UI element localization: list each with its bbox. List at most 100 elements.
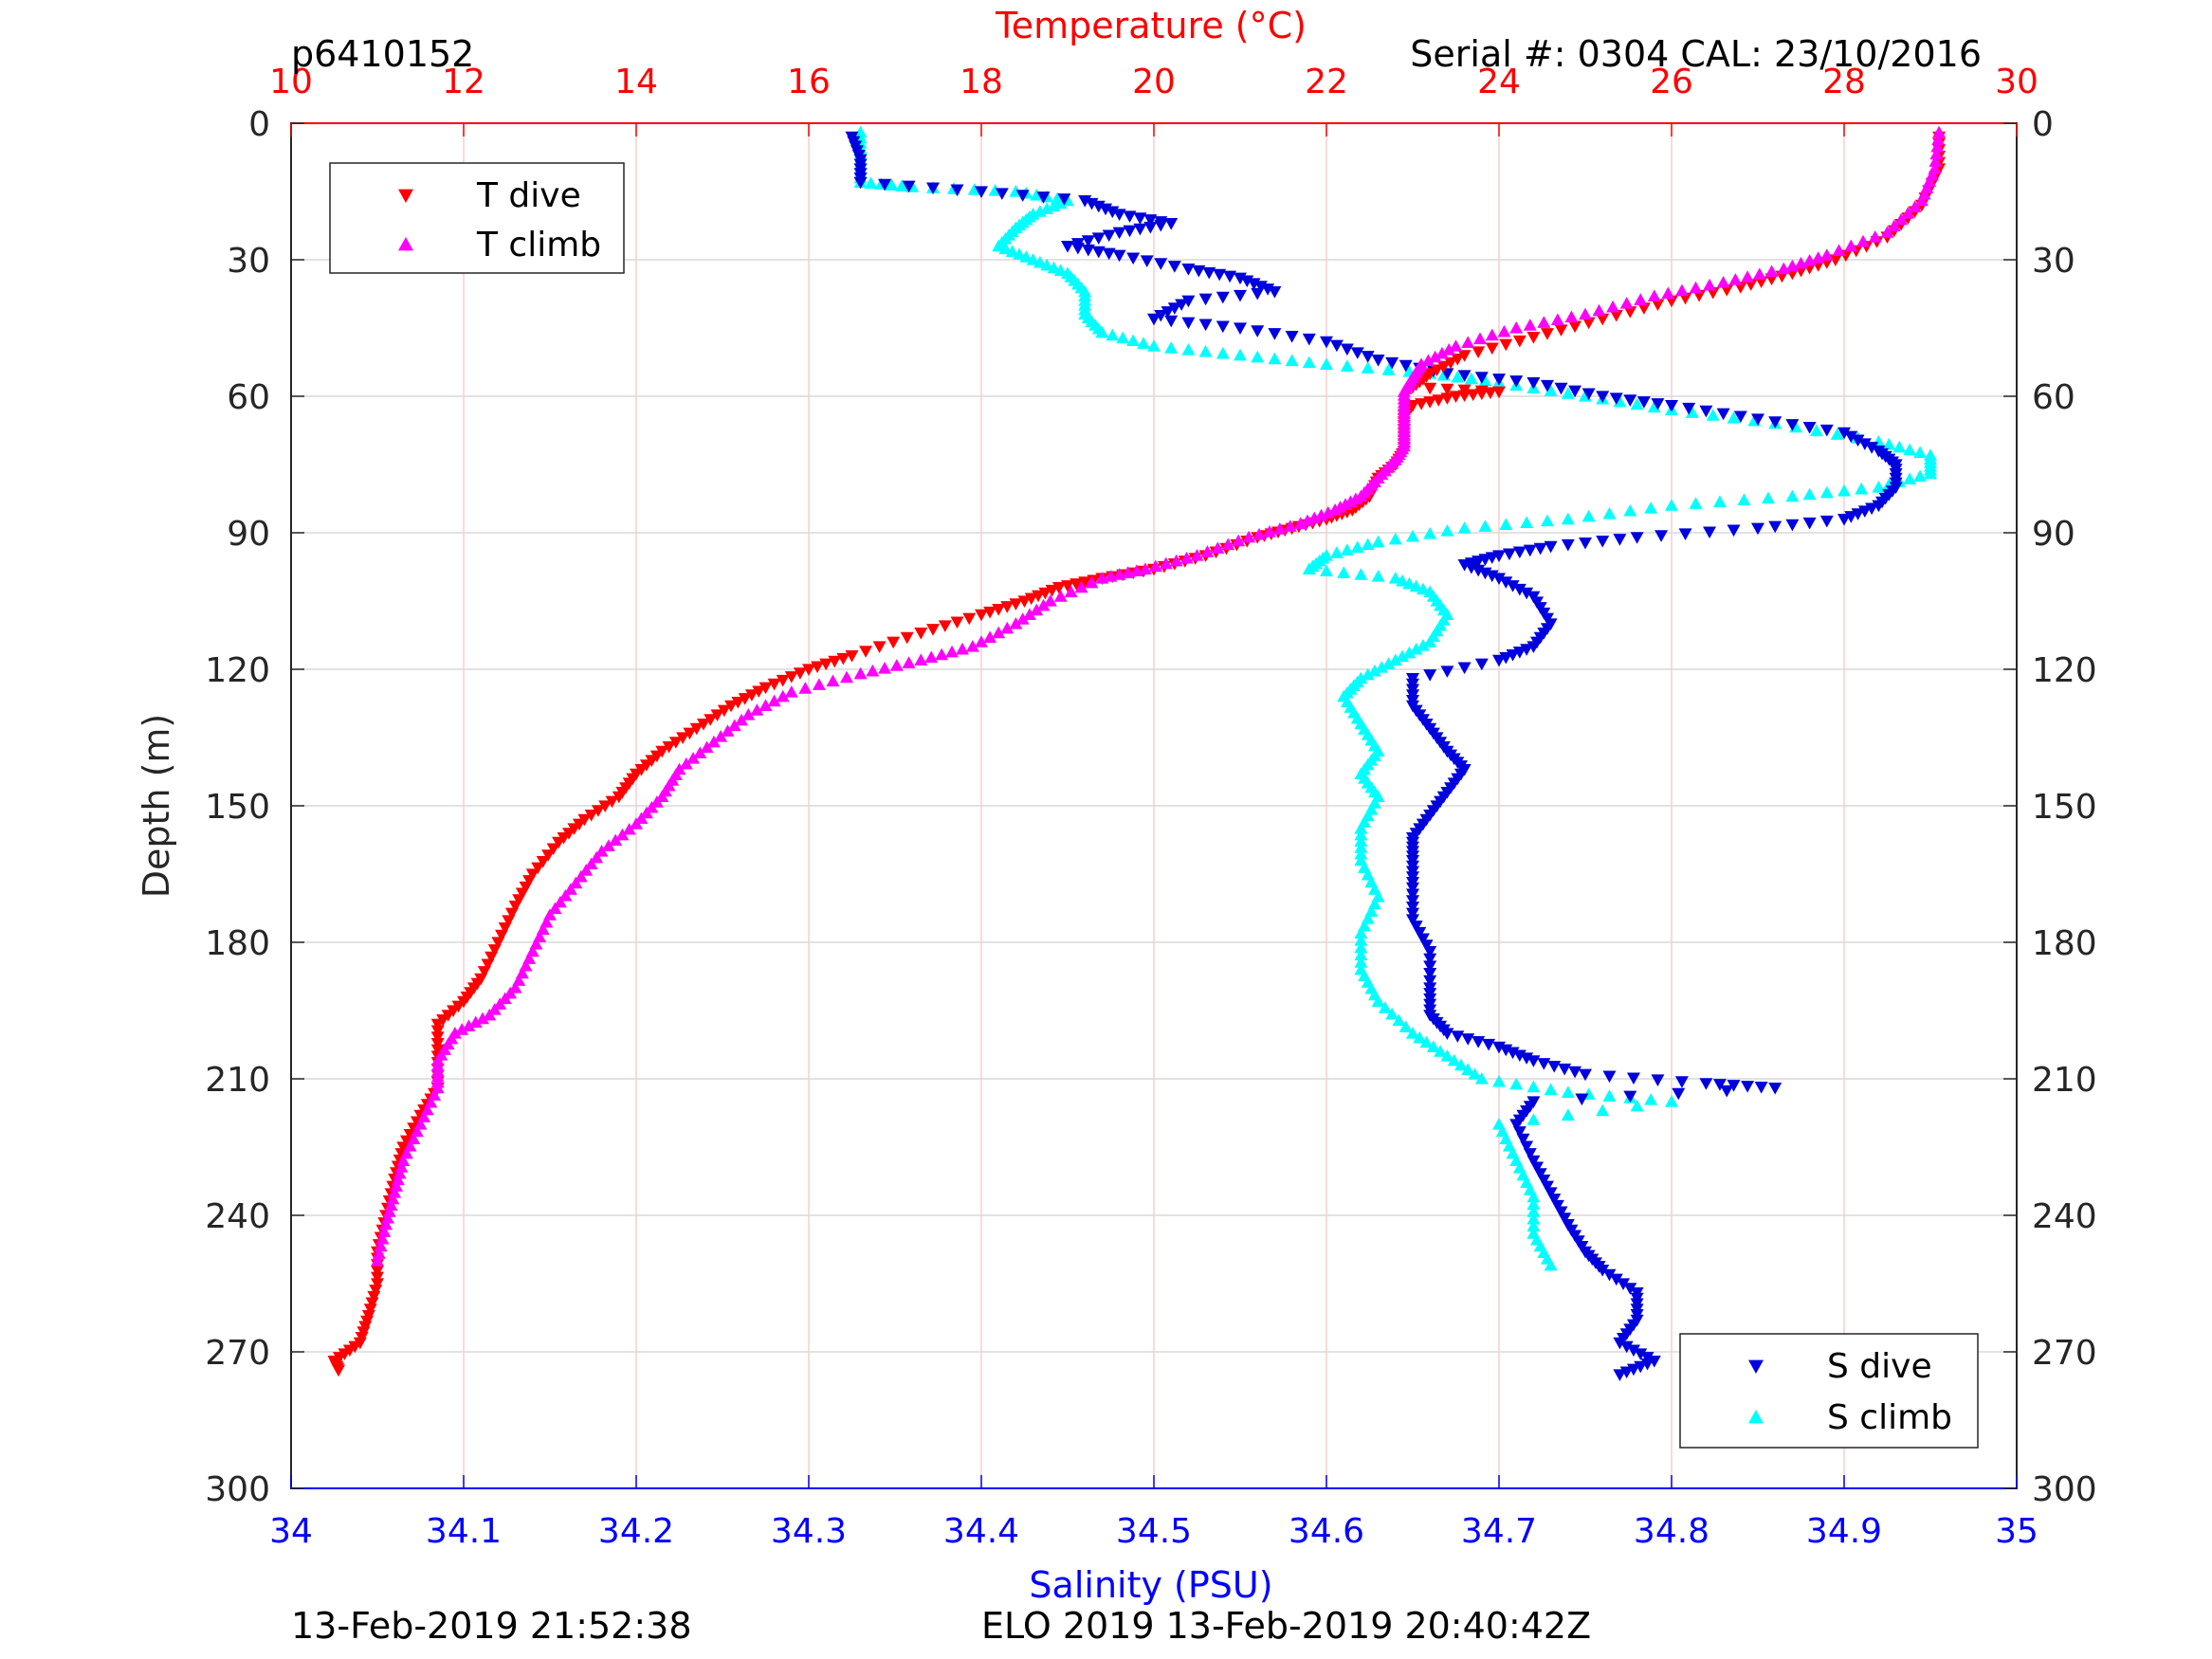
point-t-climb (784, 685, 798, 698)
point-t-climb (1262, 525, 1276, 538)
legend-t-dive-label: T dive (476, 176, 581, 215)
point-t-dive (1444, 356, 1458, 370)
point-s-climb (1416, 582, 1430, 595)
point-s-climb (1561, 512, 1575, 525)
point-s-dive (1081, 244, 1095, 257)
point-t-climb (1550, 313, 1564, 325)
point-s-dive (995, 188, 1009, 200)
point-s-climb (1602, 1089, 1617, 1102)
point-s-climb (1216, 346, 1230, 359)
point-s-climb (864, 176, 878, 189)
point-t-dive (522, 875, 537, 887)
point-s-climb (1234, 348, 1247, 361)
point-t-dive (605, 795, 619, 809)
point-t-dive (371, 1278, 384, 1290)
point-t-climb (1880, 226, 1894, 238)
point-t-climb (1868, 230, 1882, 243)
point-s-climb (1053, 264, 1068, 277)
salinity-tick-label: 34.5 (1116, 1512, 1192, 1551)
point-s-climb (1903, 472, 1917, 484)
point-s-dive (1451, 1030, 1465, 1043)
point-t-climb (1802, 253, 1817, 266)
point-s-dive (1406, 895, 1419, 907)
point-s-dive (1720, 1085, 1734, 1098)
point-s-climb (1137, 337, 1151, 349)
point-t-climb (372, 1247, 386, 1259)
point-s-dive (1636, 396, 1651, 409)
point-t-climb (1461, 336, 1475, 348)
point-t-dive (365, 1297, 379, 1310)
depth-tick-label-left: 270 (205, 1334, 270, 1373)
salinity-tick-label: 34 (269, 1512, 313, 1551)
legend-t-climb-marker (398, 237, 413, 251)
point-s-dive (1143, 221, 1158, 234)
point-t-climb (622, 822, 636, 835)
salinity-axis-label: Salinity (PSU) (1029, 1564, 1272, 1606)
point-s-climb (1499, 518, 1513, 530)
point-s-dive (1406, 888, 1419, 902)
point-s-dive (1123, 210, 1137, 223)
point-s-climb (1892, 440, 1907, 453)
point-t-climb (384, 1198, 398, 1212)
point-s-dive (1533, 1168, 1547, 1180)
point-t-climb (1321, 505, 1335, 519)
point-s-dive (1596, 1265, 1610, 1277)
point-s-climb (1340, 359, 1354, 372)
point-t-climb (382, 1205, 396, 1217)
point-t-dive (1451, 354, 1465, 366)
point-s-climb (1706, 409, 1720, 421)
point-t-dive (363, 1304, 377, 1316)
point-t-climb (1030, 603, 1044, 616)
point-s-dive (1602, 1070, 1617, 1084)
temperature-tick-label: 24 (1477, 63, 1521, 101)
point-t-climb (955, 642, 969, 655)
point-s-dive (1540, 1180, 1554, 1194)
point-t-dive (793, 667, 807, 680)
point-s-dive (1154, 258, 1168, 270)
point-s-dive (1147, 313, 1161, 326)
point-t-dive (1609, 309, 1623, 322)
footer-timestamp: 13-Feb-2019 21:52:38 (291, 1605, 692, 1647)
point-s-dive (1558, 1063, 1572, 1076)
point-t-dive (731, 696, 745, 709)
point-s-dive (1851, 434, 1865, 447)
point-s-dive (1251, 325, 1265, 337)
point-s-climb (1388, 653, 1402, 665)
point-t-climb (840, 670, 854, 684)
point-s-dive (1413, 926, 1427, 939)
point-s-dive (1602, 1268, 1617, 1282)
temperature-tick-label: 26 (1650, 63, 1693, 101)
point-s-dive (1785, 519, 1800, 532)
point-t-climb (1307, 511, 1322, 524)
point-t-climb (1121, 566, 1135, 578)
point-s-dive (1537, 1058, 1551, 1070)
point-s-climb (1320, 564, 1333, 576)
point-s-dive (1651, 398, 1665, 410)
point-t-climb (826, 674, 840, 687)
point-t-dive (1636, 302, 1651, 315)
point-s-dive (1703, 526, 1717, 539)
point-t-climb (798, 682, 813, 694)
point-t-climb (371, 1254, 384, 1267)
point-t-climb (735, 713, 749, 726)
point-s-climb (1434, 1045, 1448, 1057)
point-t-dive (738, 693, 752, 705)
point-s-dive (853, 176, 868, 190)
point-t-dive (767, 678, 781, 691)
point-t-dive (1440, 383, 1454, 396)
point-s-dive (1091, 232, 1106, 245)
point-t-climb (375, 1231, 390, 1245)
point-t-climb (1592, 303, 1606, 317)
depth-tick-label-right: 30 (2032, 242, 2075, 281)
point-t-climb (741, 708, 756, 720)
point-t-climb (686, 752, 701, 764)
point-s-climb (1285, 354, 1299, 367)
point-s-climb (1354, 926, 1368, 939)
temperature-tick-label: 20 (1132, 63, 1176, 101)
point-s-dive (1509, 375, 1524, 388)
point-s-climb (1354, 822, 1368, 834)
point-s-climb (1302, 562, 1316, 574)
point-s-dive (1634, 1348, 1648, 1360)
point-s-climb (1402, 646, 1417, 659)
point-s-climb (1423, 635, 1437, 647)
